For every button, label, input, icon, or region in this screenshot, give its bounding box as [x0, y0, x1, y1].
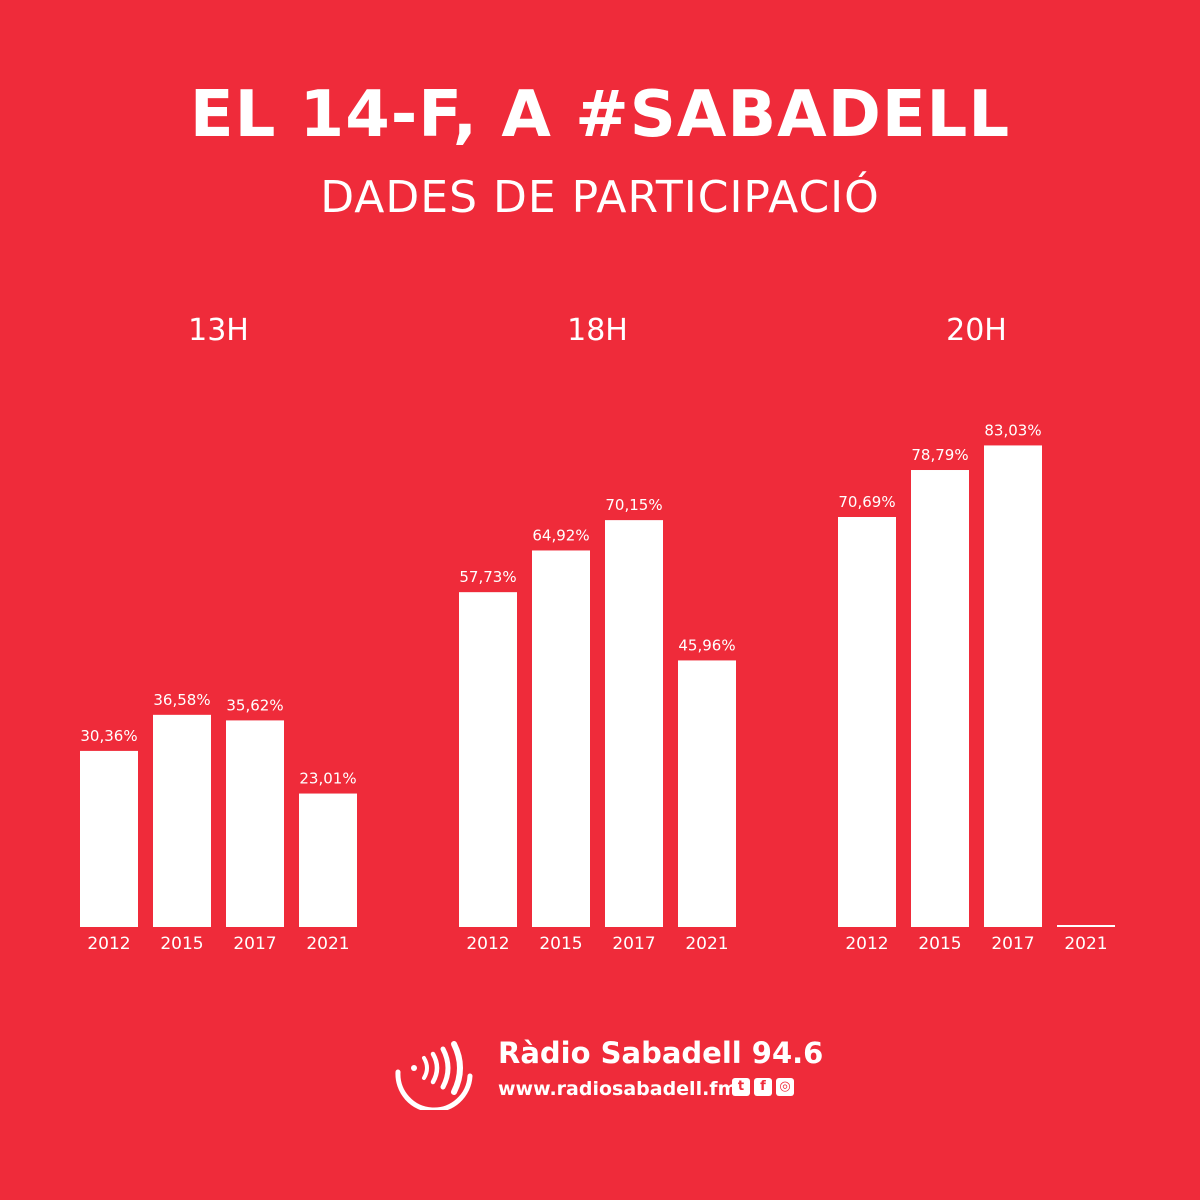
- data-label-13h-2021: 23,01%: [299, 770, 356, 788]
- twitter-icon[interactable]: t: [732, 1078, 750, 1096]
- x-tick-label-18h-2015: 2015: [539, 934, 582, 954]
- x-tick-label-20h-2021: 2021: [1064, 934, 1107, 954]
- bar-20h-2015: [911, 470, 969, 927]
- x-tick-label-13h-2017: 2017: [233, 934, 276, 954]
- chart-title-18h: 18H: [567, 313, 628, 348]
- page-title: EL 14-F, A #SABADELL: [189, 78, 1011, 152]
- brand-name: Ràdio Sabadell 94.6: [498, 1036, 824, 1070]
- x-tick-label-13h-2012: 2012: [87, 934, 130, 954]
- bar-20h-2021-empty: [1057, 925, 1115, 927]
- website-link[interactable]: www.radiosabadell.fm: [498, 1078, 738, 1100]
- bar-18h-2021: [678, 660, 736, 927]
- radio-waves-icon: [395, 1041, 473, 1110]
- data-label-20h-2015: 78,79%: [911, 446, 968, 464]
- x-tick-label-20h-2017: 2017: [991, 934, 1034, 954]
- data-label-18h-2021: 45,96%: [678, 636, 735, 654]
- x-tick-label-18h-2017: 2017: [612, 934, 655, 954]
- data-label-13h-2017: 35,62%: [226, 696, 283, 714]
- bar-18h-2012: [459, 592, 517, 927]
- bar-13h-2017: [226, 720, 284, 927]
- bar-18h-2015: [532, 550, 590, 927]
- x-tick-label-18h-2021: 2021: [685, 934, 728, 954]
- chart-title-20h: 20H: [946, 313, 1007, 348]
- facebook-icon[interactable]: f: [754, 1078, 772, 1096]
- bar-13h-2012: [80, 750, 138, 927]
- data-label-18h-2017: 70,15%: [605, 496, 662, 514]
- x-tick-label-13h-2015: 2015: [160, 934, 203, 954]
- data-label-20h-2017: 83,03%: [984, 421, 1041, 439]
- bar-20h-2012: [838, 516, 896, 927]
- page-subtitle: DADES DE PARTICIPACIÓ: [320, 172, 880, 223]
- data-label-18h-2012: 57,73%: [459, 568, 516, 586]
- x-tick-label-20h-2012: 2012: [845, 934, 888, 954]
- data-label-18h-2015: 64,92%: [532, 526, 589, 544]
- bar-18h-2017: [605, 520, 663, 927]
- bar-13h-2015: [153, 714, 211, 927]
- data-label-20h-2012: 70,69%: [838, 493, 895, 511]
- x-tick-label-18h-2012: 2012: [466, 934, 509, 954]
- radio-sabadell-logo[interactable]: Ràdio Sabadell 94.6 www.radiosabadell.fm…: [392, 1030, 824, 1110]
- instagram-icon[interactable]: ◎: [776, 1078, 794, 1096]
- bar-13h-2021: [299, 793, 357, 927]
- participation-charts: 13H 30,36% 2012 36,58% 2015 35,62% 2017 23,01% 2…: [80, 313, 1115, 954]
- chart-title-13h: 13H: [188, 313, 249, 348]
- bar-20h-2017: [984, 445, 1042, 927]
- x-tick-label-20h-2015: 2015: [918, 934, 961, 954]
- data-label-13h-2012: 30,36%: [80, 727, 137, 745]
- social-icons: t f ◎: [732, 1078, 794, 1096]
- x-tick-label-13h-2021: 2021: [306, 934, 349, 954]
- data-label-13h-2015: 36,58%: [153, 691, 210, 709]
